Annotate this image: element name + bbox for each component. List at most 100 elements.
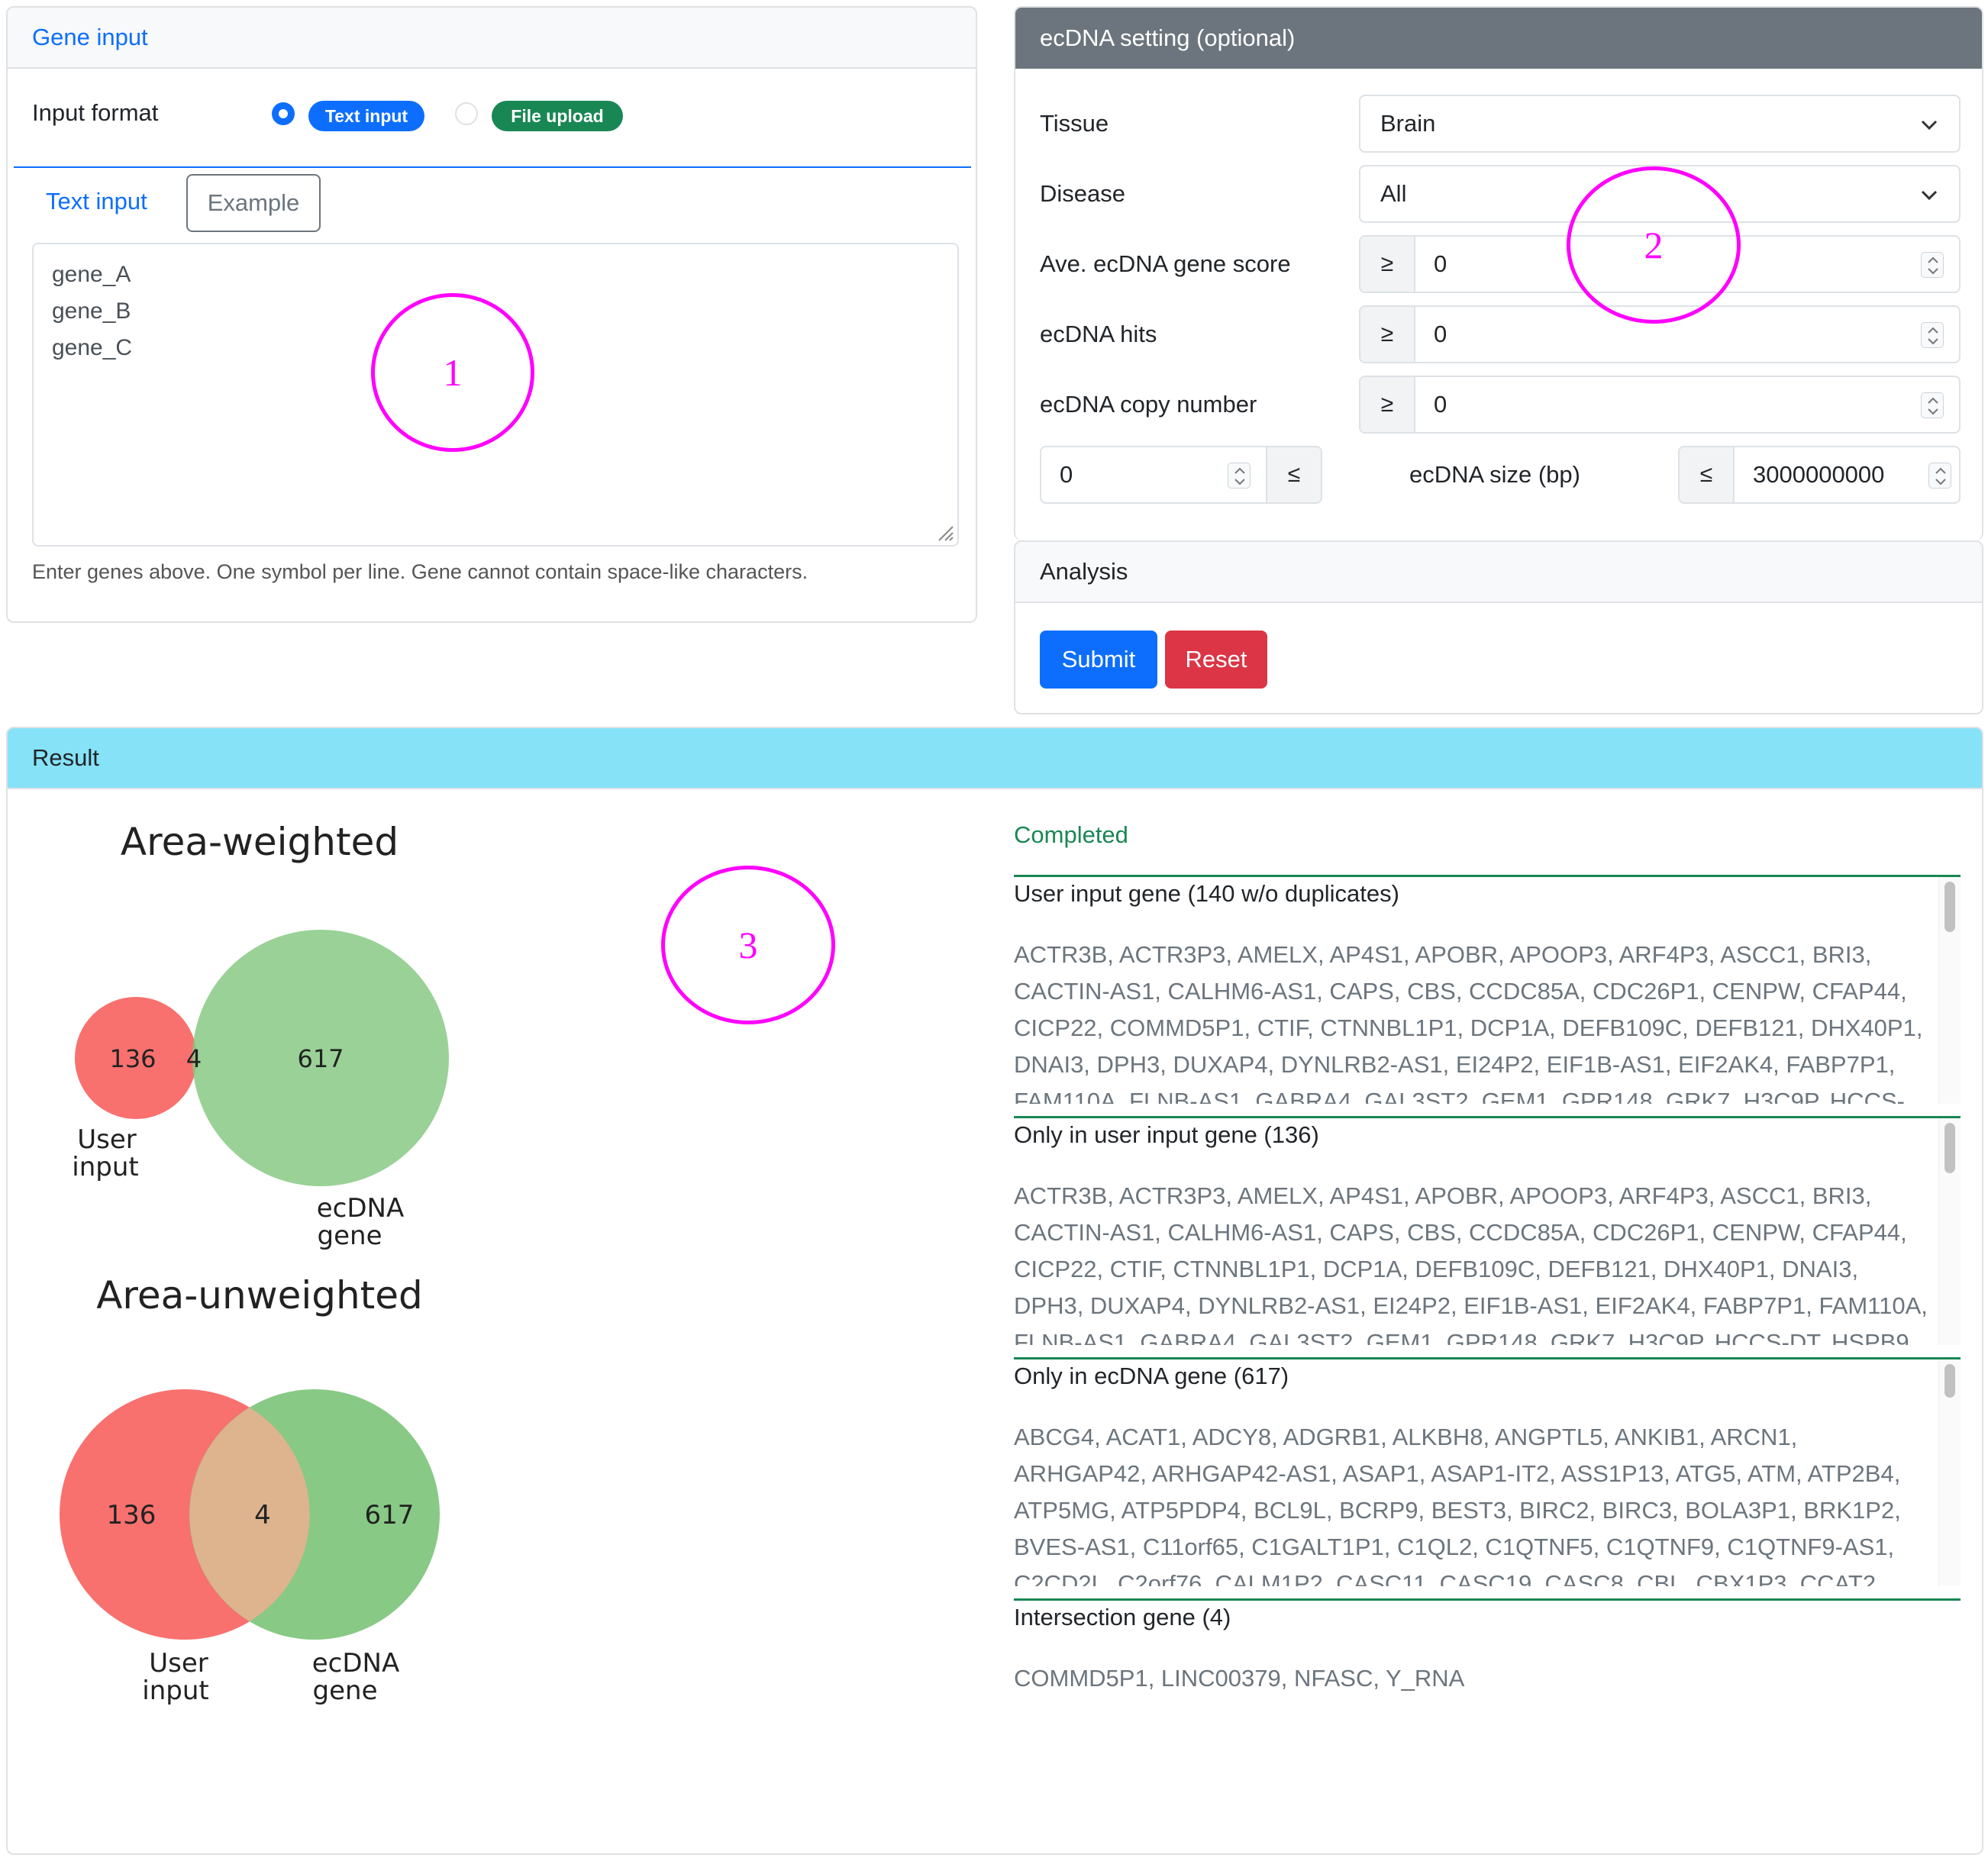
annotation-circle-1: 1: [371, 293, 534, 452]
venn-unweighted-user-count: 136: [107, 1500, 157, 1530]
hits-input[interactable]: 0: [1415, 307, 1959, 362]
venn-unweighted-ecdna-label-2: gene: [313, 1676, 378, 1706]
scrollbar-thumb[interactable]: [1944, 1364, 1955, 1398]
size-label: ecDNA size (bp): [1409, 461, 1580, 488]
result-section-genes: ACTR3B, ACTR3P3, AMELX, AP4S1, APOBR, AP…: [1014, 941, 1923, 1104]
size-min-operator: ≤: [1266, 447, 1321, 502]
venn-unweighted-user-label-1: User: [149, 1648, 208, 1679]
venn-weighted-ecdna-label-1: ecDNA: [317, 1193, 404, 1224]
scrollbar[interactable]: [1938, 877, 1961, 1104]
venn-unweighted-ecdna-label-1: ecDNA: [312, 1648, 399, 1679]
result-section-title: User input gene (140 w/o duplicates): [1014, 880, 1399, 907]
badge-file-upload[interactable]: File upload: [492, 101, 623, 131]
gene-textarea[interactable]: gene_A gene_B gene_C: [32, 243, 959, 547]
venn-weighted-user-label-1: User: [77, 1124, 137, 1155]
reset-button[interactable]: Reset: [1165, 631, 1267, 689]
score-label: Ave. ecDNA gene score: [1040, 250, 1291, 277]
size-max-input[interactable]: 3000000000: [1735, 447, 1959, 502]
submit-button[interactable]: Submit: [1040, 631, 1157, 689]
input-format-label: Input format: [32, 99, 159, 126]
venn-unweighted-title: Area-unweighted: [96, 1273, 423, 1318]
tab-text-input[interactable]: Text input: [46, 188, 147, 214]
annotation-number-3: 3: [738, 924, 758, 966]
scrollbar[interactable]: [1938, 1118, 1961, 1345]
analysis-title: Analysis: [1040, 558, 1128, 585]
radio-file-upload[interactable]: [455, 102, 478, 125]
analysis-card: Analysis Submit Reset: [1014, 540, 1983, 714]
spinner-icon[interactable]: [1921, 322, 1944, 348]
size-min-value: 0: [1060, 461, 1073, 488]
size-min-input[interactable]: 0: [1041, 447, 1266, 502]
annotation-circle-2: 2: [1567, 166, 1741, 324]
spinner-icon[interactable]: [1921, 392, 1944, 418]
resize-grip-icon[interactable]: [938, 525, 954, 542]
size-max-value: 3000000000: [1753, 461, 1885, 488]
size-max-operator: ≤: [1680, 447, 1735, 502]
annotation-number-1: 1: [443, 351, 463, 394]
venn-unweighted-overlap: [189, 1408, 310, 1621]
result-section-genes: COMMD5P1, LINC00379, NFASC, Y_RNA: [1014, 1665, 1465, 1692]
venn-weighted-ecdna-label-2: gene: [318, 1221, 382, 1251]
spinner-icon[interactable]: [1928, 463, 1951, 489]
scrollbar-thumb[interactable]: [1944, 882, 1955, 932]
copy-number-operator: ≥: [1360, 377, 1415, 432]
scrollbar-thumb[interactable]: [1944, 1123, 1955, 1173]
result-section-intersection: Intersection gene (4) COMMD5P1, LINC0037…: [1014, 1598, 1961, 1721]
venn-weighted-title: Area-weighted: [121, 820, 399, 864]
result-section-title: Intersection gene (4): [1014, 1604, 1231, 1630]
spinner-icon[interactable]: [1921, 252, 1944, 278]
annotation-number-2: 2: [1644, 224, 1664, 266]
result-section-only-user: Only in user input gene (136) ACTR3B, AC…: [1014, 1116, 1961, 1345]
ecdna-setting-title: ecDNA setting (optional): [1040, 24, 1296, 51]
ecdna-setting-card: ecDNA setting (optional) Tissue Brain Di…: [1014, 6, 1983, 540]
size-max-input-group: ≤ 3000000000: [1678, 446, 1961, 504]
venn-unweighted-intersection-count: 4: [254, 1500, 271, 1530]
venn-weighted-user-count: 136: [109, 1044, 156, 1073]
copy-number-input-group: ≥ 0: [1359, 376, 1961, 434]
score-value: 0: [1434, 250, 1447, 277]
result-status: Completed: [1014, 821, 1128, 848]
tissue-select-value: Brain: [1380, 110, 1436, 137]
annotation-circle-3: 3: [661, 866, 835, 1024]
tab-example-label: Example: [207, 189, 300, 216]
spinner-icon[interactable]: [1228, 463, 1251, 489]
result-section-title: Only in user input gene (136): [1014, 1121, 1319, 1148]
analysis-header: Analysis: [1015, 542, 1982, 603]
hits-value: 0: [1434, 321, 1447, 347]
result-section-user-input: User input gene (140 w/o duplicates) ACT…: [1014, 875, 1961, 1104]
venn-weighted-user-circle: [75, 997, 197, 1119]
score-input[interactable]: 0: [1415, 237, 1959, 292]
result-section-title: Only in ecDNA gene (617): [1014, 1363, 1289, 1389]
ecdna-setting-header: ecDNA setting (optional): [1015, 8, 1982, 69]
tab-bar-divider: [14, 166, 971, 168]
radio-text-input[interactable]: [272, 102, 295, 125]
venn-weighted-ecdna-count: 617: [297, 1044, 344, 1073]
gene-input-header: Gene input: [8, 8, 976, 69]
score-operator: ≥: [1360, 237, 1415, 292]
result-header: Result: [8, 728, 1982, 789]
hits-operator: ≥: [1360, 307, 1415, 362]
venn-weighted-user-label-2: input: [72, 1152, 138, 1182]
gene-help-text: Enter genes above. One symbol per line. …: [32, 560, 808, 583]
result-section-only-ecdna: Only in ecDNA gene (617) ABCG4, ACAT1, A…: [1014, 1357, 1961, 1586]
gene-input-title: Gene input: [32, 24, 148, 50]
tissue-select[interactable]: Brain: [1359, 95, 1961, 153]
size-min-input-group: 0 ≤: [1040, 446, 1322, 504]
venn-weighted-ecdna-circle: [192, 930, 449, 1186]
badge-text-input[interactable]: Text input: [308, 101, 424, 131]
tab-example[interactable]: Example: [186, 174, 321, 232]
gene-input-card: Gene input Input format Text input File …: [6, 6, 977, 623]
copy-number-input[interactable]: 0: [1415, 377, 1959, 432]
scrollbar[interactable]: [1938, 1359, 1961, 1586]
result-section-genes: ACTR3B, ACTR3P3, AMELX, AP4S1, APOBR, AP…: [1014, 1182, 1928, 1345]
copy-number-label: ecDNA copy number: [1040, 391, 1257, 418]
venn-unweighted-ecdna-count: 617: [365, 1500, 415, 1530]
copy-number-value: 0: [1434, 391, 1447, 418]
venn-weighted-intersection-count: 4: [186, 1044, 202, 1073]
tissue-label: Tissue: [1040, 110, 1109, 137]
venn-diagrams: Area-weighted 136 4 617 User input ecDNA…: [60, 820, 449, 1706]
chevron-down-icon: [1921, 190, 1938, 201]
result-title: Result: [32, 744, 99, 771]
result-section-genes: ABCG4, ACAT1, ADCY8, ADGRB1, ALKBH8, ANG…: [1014, 1424, 1901, 1586]
gene-textarea-content: gene_A gene_B gene_C: [52, 262, 133, 360]
